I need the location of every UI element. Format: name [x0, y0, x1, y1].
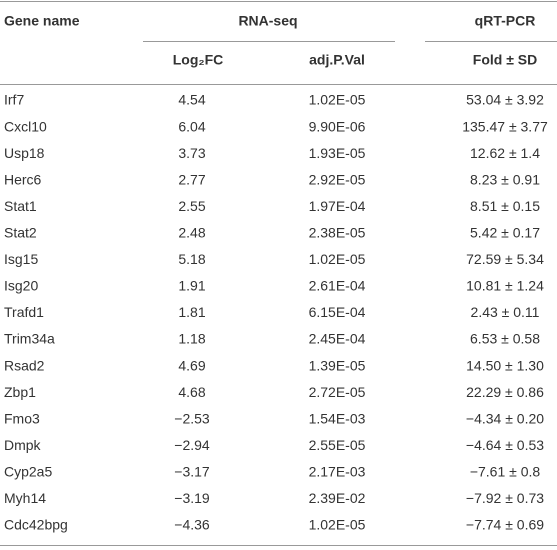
header-cell: RNA-seq — [238, 13, 297, 29]
header-cell: qRT-PCR — [475, 13, 536, 29]
cell: 2.45E-04 — [309, 331, 366, 347]
cell: −3.17 — [174, 464, 210, 480]
cell: 5.42 ± 0.17 — [470, 225, 540, 241]
gene-name: Usp18 — [4, 145, 45, 161]
cell: 1.18 — [178, 331, 205, 347]
cell: 2.48 — [178, 225, 205, 241]
cell: 135.47 ± 3.77 — [462, 118, 548, 134]
cell: 4.54 — [178, 92, 205, 108]
gene-name: Cdc42bpg — [4, 517, 68, 533]
cell: 1.02E-05 — [309, 517, 366, 533]
header-cell: Fold ± SD — [473, 52, 537, 68]
gene-name: Irf7 — [4, 92, 24, 108]
cell: −2.94 — [174, 437, 210, 453]
gene-name: Trim34a — [4, 331, 55, 347]
cell: −7.61 ± 0.8 — [470, 464, 541, 480]
cell: 2.17E-03 — [309, 464, 366, 480]
cell: 1.54E-03 — [309, 410, 366, 426]
cell: 2.61E-04 — [309, 278, 366, 294]
gene-name: Cxcl10 — [4, 118, 47, 134]
cell: 6.04 — [178, 118, 205, 134]
gene-name: Stat2 — [4, 225, 37, 241]
cell: 1.02E-05 — [309, 92, 366, 108]
gene-name: Herc6 — [4, 171, 42, 187]
cell: 2.38E-05 — [309, 225, 366, 241]
cell: 4.69 — [178, 357, 205, 373]
header-cell: adj.P.Val — [309, 52, 365, 68]
cell: 2.72E-05 — [309, 384, 366, 400]
cell: 53.04 ± 3.92 — [466, 92, 544, 108]
cell: 8.51 ± 0.15 — [470, 198, 540, 214]
cell: 1.93E-05 — [309, 145, 366, 161]
cell: 2.77 — [178, 171, 205, 187]
cell: 2.55 — [178, 198, 205, 214]
cell: 2.39E-02 — [309, 490, 366, 506]
cell: −4.34 ± 0.20 — [466, 410, 544, 426]
cell: 3.73 — [178, 145, 205, 161]
cell: 6.15E-04 — [309, 304, 366, 320]
cell: 14.50 ± 1.30 — [466, 357, 544, 373]
cell: 22.29 ± 0.86 — [466, 384, 544, 400]
cell: −2.53 — [174, 410, 210, 426]
cell: 6.53 ± 0.58 — [470, 331, 540, 347]
gene-name: Trafd1 — [4, 304, 44, 320]
cell: 1.02E-05 — [309, 251, 366, 267]
cell: 1.97E-04 — [309, 198, 366, 214]
header-cell: Log₂FC — [173, 52, 224, 68]
gene-name: Isg20 — [4, 278, 38, 294]
gene-name: Rsad2 — [4, 357, 45, 373]
cell: 12.62 ± 1.4 — [470, 145, 540, 161]
gene-name: Cyp2a5 — [4, 464, 52, 480]
cell: −4.64 ± 0.53 — [466, 437, 544, 453]
gene-name: Myh14 — [4, 490, 46, 506]
gene-name: Fmo3 — [4, 410, 40, 426]
cell: −4.36 — [174, 517, 210, 533]
cell: 1.39E-05 — [309, 357, 366, 373]
header-cell: Gene name — [4, 13, 80, 29]
cell: 8.23 ± 0.91 — [470, 171, 540, 187]
cell: −7.74 ± 0.69 — [466, 517, 544, 533]
cell: 5.18 — [178, 251, 205, 267]
cell: 10.81 ± 1.24 — [466, 278, 544, 294]
cell: 2.55E-05 — [309, 437, 366, 453]
gene-name: Dmpk — [4, 437, 42, 453]
cell: 1.91 — [178, 278, 205, 294]
cell: 72.59 ± 5.34 — [466, 251, 544, 267]
gene-name: Zbp1 — [4, 384, 36, 400]
gene-name: Isg15 — [4, 251, 38, 267]
cell: −3.19 — [174, 490, 210, 506]
gene-name: Stat1 — [4, 198, 37, 214]
cell: −7.92 ± 0.73 — [466, 490, 544, 506]
cell: 2.43 ± 0.11 — [471, 304, 540, 320]
cell: 4.68 — [178, 384, 205, 400]
cell: 1.81 — [178, 304, 205, 320]
cell: 9.90E-06 — [309, 118, 366, 134]
cell: 2.92E-05 — [309, 171, 366, 187]
